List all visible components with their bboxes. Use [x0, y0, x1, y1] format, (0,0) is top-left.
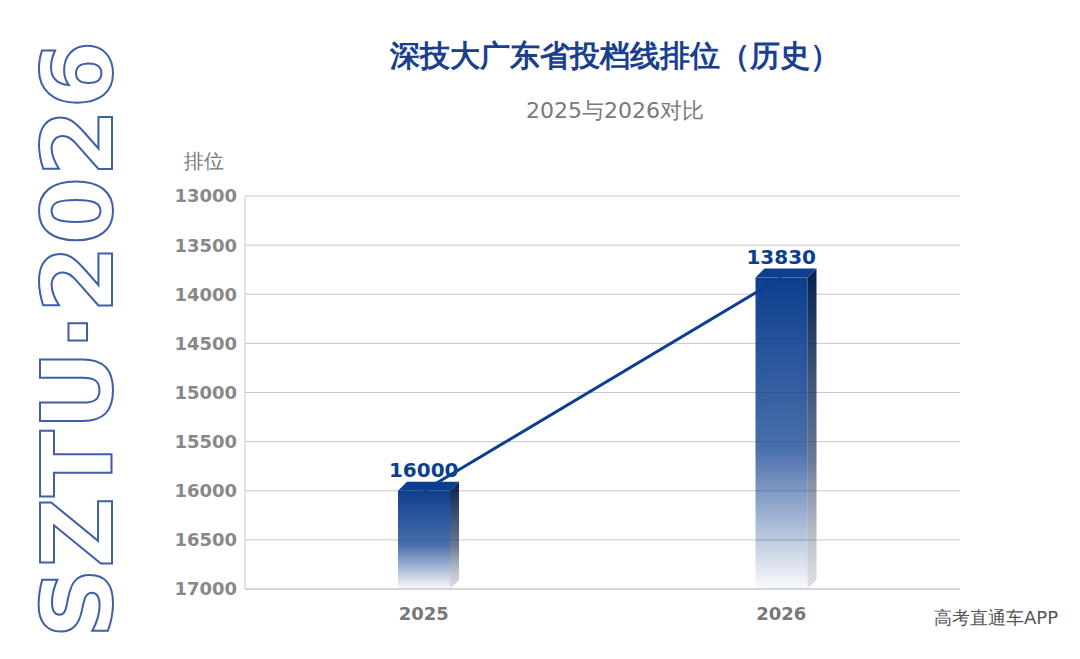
svg-text:13830: 13830 — [746, 245, 816, 269]
svg-text:15500: 15500 — [174, 431, 237, 452]
html-text:高考直通车APP: 高考直通车APP — [934, 607, 1058, 628]
html-text:排位: 排位 — [184, 149, 224, 173]
svg-text:14500: 14500 — [174, 333, 237, 354]
svg-text:17000: 17000 — [174, 578, 237, 599]
html-text:深技大广东省投档线排位（历史）: 深技大广东省投档线排位（历史） — [390, 38, 840, 73]
svg-text:13000: 13000 — [174, 185, 237, 206]
svg-text:13500: 13500 — [174, 235, 237, 256]
svg-text:14000: 14000 — [174, 284, 237, 305]
svg-text:16000: 16000 — [174, 480, 237, 501]
svg-text:2026: 2026 — [756, 603, 806, 624]
html-text:2025与2026对比: 2025与2026对比 — [526, 98, 704, 123]
svg-text:2025: 2025 — [399, 603, 449, 624]
svg-text:16500: 16500 — [174, 529, 237, 550]
svg-text:16000: 16000 — [389, 458, 459, 482]
svg-text:15000: 15000 — [174, 382, 237, 403]
svg-text:SZTU·2026: SZTU·2026 — [21, 40, 135, 638]
